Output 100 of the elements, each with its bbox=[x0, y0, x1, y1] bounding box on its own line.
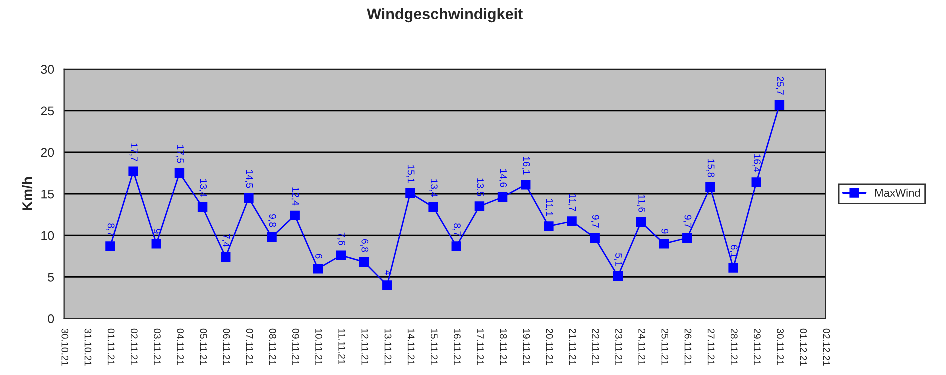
data-label: 11,7 bbox=[568, 194, 576, 212]
point bbox=[174, 168, 185, 178]
x-tick-label: 03.11.21 bbox=[154, 328, 161, 366]
point bbox=[706, 182, 716, 192]
point bbox=[521, 180, 531, 190]
x-tick-label: 14.11.21 bbox=[408, 329, 415, 366]
data-label: 17,5 bbox=[176, 145, 184, 164]
point bbox=[752, 178, 762, 188]
x-tick-label: 30.10.21 bbox=[62, 328, 69, 366]
point bbox=[636, 217, 646, 228]
x-tick-label: 11.11.21 bbox=[338, 329, 346, 364]
point bbox=[682, 233, 692, 243]
point bbox=[544, 222, 554, 232]
x-tick-label: 08.11.21 bbox=[269, 328, 276, 366]
data-label: 13,4 bbox=[199, 179, 208, 198]
data-label: 17,7 bbox=[130, 144, 138, 162]
x-tick-label: 17.11.21 bbox=[477, 329, 484, 366]
data-label: 9,8 bbox=[268, 214, 276, 228]
x-tick-label: 01.11.21 bbox=[108, 328, 115, 366]
x-tick-label: 05.11.21 bbox=[200, 328, 208, 366]
x-tick-label: 21.11.21 bbox=[570, 328, 576, 366]
point bbox=[128, 166, 138, 176]
x-tick-label: 13.11.21 bbox=[384, 329, 392, 366]
data-label: 5,1 bbox=[614, 254, 622, 266]
data-label: 9,7 bbox=[591, 215, 600, 228]
x-tick-label: 30.11.21 bbox=[777, 328, 784, 366]
data-label: 11,6 bbox=[637, 195, 646, 212]
x-tick-label: 22.11.21 bbox=[592, 328, 600, 366]
point bbox=[290, 210, 300, 221]
point bbox=[474, 202, 485, 212]
data-label: 25,7 bbox=[776, 76, 784, 95]
x-tick-label: 15.11.21 bbox=[430, 329, 438, 366]
point bbox=[590, 233, 600, 243]
x-tick-label: 06.11.21 bbox=[223, 328, 230, 366]
point bbox=[498, 192, 508, 202]
point bbox=[382, 280, 392, 290]
point bbox=[659, 239, 670, 249]
y-tick-label: 20 bbox=[41, 148, 54, 158]
x-tick-label: 02.12.21 bbox=[823, 328, 830, 366]
y-tick-label: 10 bbox=[42, 231, 54, 240]
y-tick-label: 5 bbox=[48, 273, 54, 282]
data-label: 16,4 bbox=[752, 154, 761, 172]
point bbox=[244, 193, 254, 204]
point bbox=[152, 239, 162, 249]
data-label: 7,4 bbox=[222, 234, 230, 248]
x-tick-label: 04.11.21 bbox=[177, 328, 184, 366]
x-tick-label: 27.11.21 bbox=[708, 328, 715, 366]
data-label: 15,8 bbox=[706, 160, 715, 178]
y-tick-label: 30 bbox=[41, 65, 54, 74]
data-label: 13,5 bbox=[476, 178, 484, 196]
x-tick-label: 02.11.21 bbox=[130, 328, 138, 366]
data-label: 13,4 bbox=[430, 179, 438, 198]
x-tick-label: 12.11.21 bbox=[362, 329, 369, 366]
point bbox=[106, 242, 116, 252]
point bbox=[336, 250, 346, 260]
point bbox=[406, 188, 416, 198]
data-label: 14,5 bbox=[245, 170, 254, 188]
point bbox=[221, 252, 231, 262]
y-tick-label: 0 bbox=[48, 314, 54, 324]
point bbox=[267, 232, 277, 242]
legend-label: MaxWind bbox=[875, 188, 920, 198]
data-label: 16,1 bbox=[522, 157, 530, 175]
x-tick-label: 24.11.21 bbox=[638, 328, 646, 366]
data-label: 6 bbox=[316, 254, 322, 259]
x-tick-label: 16.11.21 bbox=[454, 329, 461, 366]
x-tick-label: 07.11.21 bbox=[246, 328, 254, 366]
y-axis-title: Km/h bbox=[22, 178, 33, 210]
point bbox=[728, 263, 738, 273]
point bbox=[428, 202, 438, 212]
point bbox=[359, 257, 370, 268]
point bbox=[567, 216, 577, 226]
point bbox=[313, 264, 324, 274]
x-tick-label: 10.11.21 bbox=[316, 329, 322, 366]
data-label: 15,1 bbox=[406, 165, 415, 184]
y-tick-label: 15 bbox=[42, 190, 54, 199]
x-tick-label: 20.11.21 bbox=[546, 328, 554, 366]
data-label: 12,4 bbox=[291, 188, 300, 206]
data-label: 9 bbox=[662, 229, 669, 234]
data-label: 7,6 bbox=[337, 232, 346, 246]
data-label: 14,6 bbox=[499, 169, 508, 188]
y-tick-label: 25 bbox=[41, 106, 54, 116]
data-label: 11,1 bbox=[545, 199, 554, 216]
x-tick-label: 25.11.21 bbox=[662, 328, 669, 366]
point bbox=[613, 271, 624, 282]
x-tick-label: 01.12.21 bbox=[800, 328, 808, 366]
x-tick-label: 19.11.21 bbox=[523, 329, 530, 366]
chart-title: Windgeschwindigkeit bbox=[367, 8, 523, 23]
x-tick-label: 23.11.21 bbox=[616, 328, 622, 366]
point bbox=[452, 242, 462, 252]
x-tick-label: 18.11.21 bbox=[500, 329, 508, 366]
x-tick-label: 09.11.21 bbox=[292, 328, 300, 366]
data-label: 8,7 bbox=[452, 224, 461, 236]
x-tick-label: 28.11.21 bbox=[730, 328, 738, 366]
data-label: 9,7 bbox=[684, 215, 692, 228]
x-tick-label: 26.11.21 bbox=[684, 328, 692, 366]
data-label: 6,8 bbox=[360, 239, 369, 252]
x-tick-label: 29.11.21 bbox=[754, 328, 761, 366]
x-tick-label: 31.10.21 bbox=[84, 328, 92, 366]
point bbox=[774, 100, 785, 110]
point bbox=[198, 202, 208, 212]
